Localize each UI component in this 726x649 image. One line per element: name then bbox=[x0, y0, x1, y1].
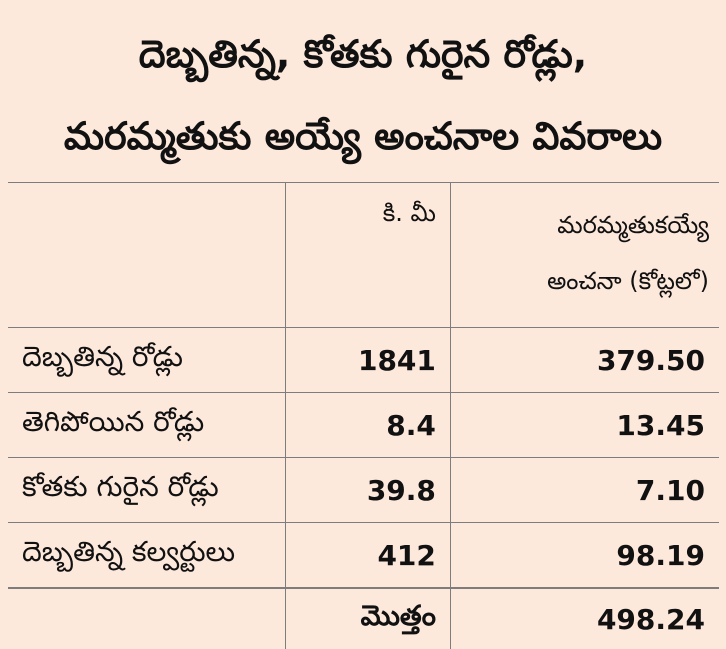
header-estimate-line-1: మరమ్మతుకయ్యే bbox=[557, 211, 709, 239]
table-header-row: కి. మీ మరమ్మతుకయ్యే అంచనా (కోట్లలో) bbox=[8, 182, 719, 328]
table-row: తెగిపోయిన రోడ్లు 8.4 13.45 bbox=[8, 392, 719, 458]
row-name: తెగిపోయిన రోడ్లు bbox=[8, 392, 286, 458]
total-label: మొత్తం bbox=[285, 587, 451, 649]
road-damage-table: కి. మీ మరమ్మతుకయ్యే అంచనా (కోట్లలో) దెబ్… bbox=[8, 182, 719, 649]
total-cost: 498.24 bbox=[449, 587, 719, 649]
row-km: 8.4 bbox=[285, 392, 451, 458]
table-row: కోతకు గురైన రోడ్లు 39.8 7.10 bbox=[8, 457, 719, 523]
header-estimate-line-2: అంచనా (కోట్లలో) bbox=[547, 267, 709, 295]
header-km: కి. మీ bbox=[285, 182, 451, 328]
table-row: దెబ్బతిన్న రోడ్లు 1841 379.50 bbox=[8, 327, 719, 393]
row-cost: 7.10 bbox=[449, 457, 719, 523]
total-empty-cell bbox=[8, 587, 286, 649]
row-cost: 13.45 bbox=[449, 392, 719, 458]
row-name: దెబ్బతిన్న రోడ్లు bbox=[8, 327, 286, 393]
row-km: 412 bbox=[285, 522, 451, 588]
table-row: దెబ్బతిన్న కల్వర్టులు 412 98.19 bbox=[8, 522, 719, 588]
row-km: 1841 bbox=[285, 327, 451, 393]
header-estimate: మరమ్మతుకయ్యే అంచనా (కోట్లలో) bbox=[449, 182, 719, 328]
row-cost: 379.50 bbox=[449, 327, 719, 393]
title-line-1: దెబ్బతిన్న, కోతకు గురైన రోడ్లు, bbox=[138, 32, 588, 76]
row-cost: 98.19 bbox=[449, 522, 719, 588]
row-km: 39.8 bbox=[285, 457, 451, 523]
title-line-2: మరమ్మతుకు అయ్యే అంచనాల వివరాలు bbox=[63, 114, 663, 158]
header-empty-cell bbox=[8, 182, 286, 328]
table-total-row: మొత్తం 498.24 bbox=[8, 587, 719, 649]
row-name: కోతకు గురైన రోడ్లు bbox=[8, 457, 286, 523]
row-name: దెబ్బతిన్న కల్వర్టులు bbox=[8, 522, 286, 588]
